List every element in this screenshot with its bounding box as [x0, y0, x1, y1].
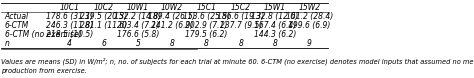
Text: 152.2 (14.8): 152.2 (14.8) [114, 12, 162, 21]
Text: 6: 6 [101, 39, 106, 48]
Text: 8: 8 [204, 39, 209, 48]
Text: 178.6 (31.1): 178.6 (31.1) [46, 12, 93, 21]
Text: 202.9 (7.1): 202.9 (7.1) [185, 21, 228, 30]
Text: 161.2 (28.4): 161.2 (28.4) [286, 12, 333, 21]
Text: 10C1: 10C1 [59, 3, 79, 12]
Text: 167.4 (6.4): 167.4 (6.4) [254, 21, 296, 30]
Text: 10W1: 10W1 [127, 3, 149, 12]
Text: 179.5 (6.2): 179.5 (6.2) [185, 30, 228, 39]
Text: 237.7 (9.5): 237.7 (9.5) [219, 21, 262, 30]
Text: 8: 8 [273, 39, 277, 48]
Text: 239.5 (20.3): 239.5 (20.3) [80, 12, 127, 21]
Text: 6-CTM (no exercise): 6-CTM (no exercise) [5, 30, 82, 39]
Text: 4: 4 [67, 39, 72, 48]
Text: 9: 9 [307, 39, 312, 48]
Text: 218.5 (10.5): 218.5 (10.5) [46, 30, 93, 39]
Text: 281.1 (11.6): 281.1 (11.6) [80, 21, 127, 30]
Text: 241.2 (6.9): 241.2 (6.9) [151, 21, 193, 30]
Text: production from exercise.: production from exercise. [1, 68, 87, 74]
Text: 246.3 (11.8): 246.3 (11.8) [46, 21, 93, 30]
Text: Actual: Actual [5, 12, 29, 21]
Text: 144.3 (6.2): 144.3 (6.2) [254, 30, 296, 39]
Text: n: n [5, 39, 9, 48]
Text: 10W2: 10W2 [161, 3, 183, 12]
Text: 186.6 (19.3): 186.6 (19.3) [217, 12, 264, 21]
Text: 15W2: 15W2 [298, 3, 320, 12]
Text: 176.6 (5.8): 176.6 (5.8) [117, 30, 159, 39]
Text: Values are means (SD) in W/m²; n, no. of subjects for each trial at minute 60. 6: Values are means (SD) in W/m²; n, no. of… [1, 58, 474, 65]
Text: 153.6 (25.5): 153.6 (25.5) [183, 12, 230, 21]
Text: 15C1: 15C1 [196, 3, 217, 12]
Text: 6-CTM: 6-CTM [5, 21, 29, 30]
Text: 199.6 (6.9): 199.6 (6.9) [288, 21, 330, 30]
Text: 5: 5 [136, 39, 140, 48]
Text: 8: 8 [238, 39, 243, 48]
Text: 15C2: 15C2 [231, 3, 251, 12]
Text: 15W1: 15W1 [264, 3, 286, 12]
Text: 189.4 (26.1): 189.4 (26.1) [148, 12, 196, 21]
Text: 132.8 (12.0): 132.8 (12.0) [251, 12, 299, 21]
Text: 203.4 (7.1): 203.4 (7.1) [117, 21, 159, 30]
Text: 10C2: 10C2 [93, 3, 113, 12]
Text: 8: 8 [170, 39, 174, 48]
